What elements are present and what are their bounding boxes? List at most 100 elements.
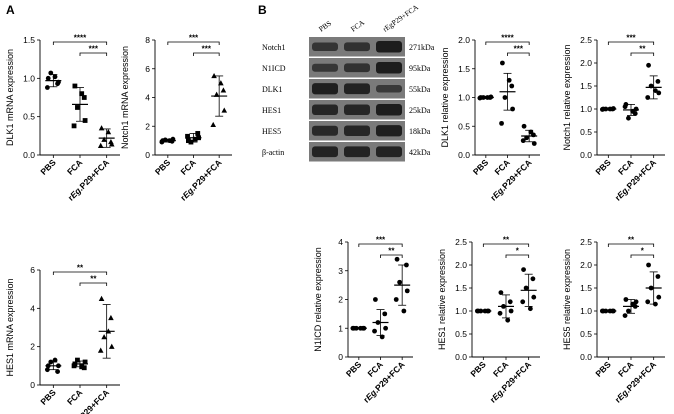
data-point: [485, 95, 490, 100]
data-point: [350, 325, 356, 331]
tick-part: r: [66, 193, 76, 203]
blot-band: [344, 63, 370, 73]
data-point: [218, 80, 224, 86]
data-point: [159, 139, 165, 145]
data-point: [192, 136, 198, 142]
x-tick-label: rEg.P29+FCA: [613, 359, 658, 404]
y-tick-label: 1.0: [458, 93, 470, 103]
blot-size-label: 18kDa: [409, 127, 431, 136]
significance-bracket: [630, 52, 655, 56]
x-tick-label: PBS: [344, 359, 364, 379]
y-tick-label: 0.5: [455, 329, 467, 339]
data-point: [652, 301, 658, 307]
data-point: [630, 301, 636, 307]
data-point: [361, 325, 367, 331]
x-tick-label: PBS: [38, 157, 58, 177]
significance-label: **: [503, 236, 510, 245]
y-tick-label: 1.0: [580, 306, 592, 316]
blot-band: [344, 125, 370, 136]
data-point: [98, 295, 105, 301]
data-point: [82, 118, 88, 123]
significance-bracket: [507, 52, 530, 56]
data-point: [101, 334, 107, 340]
y-tick-label: 1.0: [23, 73, 35, 83]
tick-part: r: [613, 193, 623, 203]
blot-size-label: 271kDa: [409, 43, 435, 52]
tick-part: r: [613, 395, 623, 405]
data-point: [645, 299, 651, 305]
y-tick-label: 2.0: [580, 260, 592, 270]
significance-bracket: [485, 41, 530, 45]
data-point: [656, 294, 662, 300]
y-tick-label: 2.0: [580, 58, 592, 68]
significance-bracket: [79, 52, 108, 56]
y-axis-label: Notch1 mRNA expression: [120, 46, 130, 149]
blot-size-label: 42kDa: [409, 148, 431, 157]
data-point: [520, 299, 526, 305]
chart-panel: 0.0 0.5 1.0 1.5 2.0 2.5 HES5 relative expressi…: [562, 236, 665, 405]
y-axis-label: DLK1 relative expression: [440, 47, 450, 147]
data-point: [394, 256, 400, 262]
data-point: [45, 363, 51, 369]
blot-band: [312, 63, 338, 72]
significance-label: ***: [376, 236, 386, 245]
significance-bracket: [607, 41, 655, 45]
y-axis-label: HES1 relative expression: [437, 249, 447, 350]
data-point: [523, 285, 529, 291]
data-point: [56, 79, 61, 85]
y-tick-label: 4: [145, 93, 150, 103]
y-tick-label: 0.5: [580, 329, 592, 339]
significance-label: ****: [501, 34, 514, 43]
data-point: [501, 304, 506, 309]
y-tick-label: 6: [30, 265, 35, 275]
data-point: [486, 308, 491, 314]
blot-size-label: 95kDa: [409, 64, 431, 73]
blot-lane-label: FCA: [349, 18, 367, 34]
data-point: [98, 125, 105, 131]
y-tick-label: 1.5: [23, 35, 35, 45]
significance-bracket: [358, 243, 403, 247]
data-point: [599, 107, 605, 112]
y-tick-label: 0.0: [455, 352, 467, 362]
data-point: [105, 328, 112, 334]
data-point: [52, 357, 58, 363]
data-point: [478, 308, 484, 314]
data-point: [97, 142, 104, 148]
data-point: [101, 136, 107, 142]
data-point: [509, 83, 515, 89]
significance-bracket: [79, 282, 108, 286]
y-tick-label: 0.0: [23, 150, 35, 160]
chart-panel: 0.0 0.5 1.0 1.5 2.0 2.5 HES1 relative expressi…: [437, 236, 540, 405]
data-point: [56, 363, 61, 369]
data-point: [655, 274, 661, 279]
data-point: [75, 105, 80, 110]
y-tick-label: 1.0: [580, 104, 592, 114]
significance-label: **: [388, 247, 395, 256]
significance-label: *: [641, 247, 645, 256]
data-point: [482, 308, 488, 314]
significance-label: ***: [202, 45, 212, 54]
data-point: [375, 320, 381, 325]
blot-band: [376, 84, 402, 93]
data-point: [186, 138, 191, 144]
y-tick-label: 2: [30, 342, 35, 352]
data-point: [531, 294, 537, 300]
data-point: [645, 95, 651, 100]
blot-band: [344, 42, 370, 52]
data-point: [527, 306, 533, 312]
x-tick-label: FCA: [616, 359, 635, 378]
significance-label: ***: [189, 34, 199, 43]
significance-bracket: [52, 271, 108, 275]
data-point: [196, 135, 201, 141]
y-tick-label: 2.5: [455, 237, 467, 247]
chart-panel: 0.0 0.5 1.0 1.5 2.0 DLK1 relative expression P…: [440, 34, 540, 203]
blot-band: [312, 125, 338, 136]
data-point: [44, 85, 50, 90]
y-tick-label: 3: [338, 266, 343, 276]
data-point: [105, 129, 112, 135]
data-point: [648, 83, 654, 89]
data-point: [520, 138, 526, 144]
y-tick-label: 6: [145, 64, 150, 74]
x-tick-label: FCA: [65, 157, 84, 176]
